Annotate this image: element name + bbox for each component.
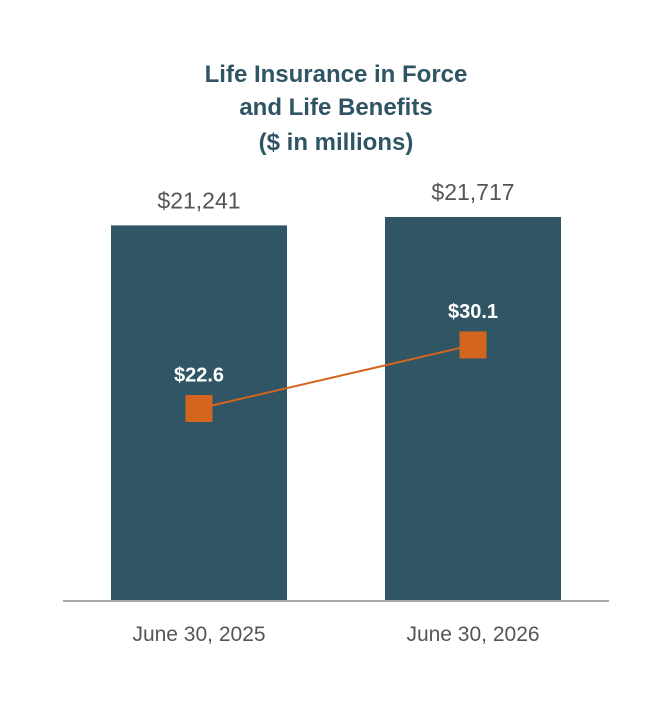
line-point-label: $22.6 (174, 365, 224, 387)
x-tick-label: June 30, 2026 (406, 623, 539, 646)
bar-labels-group: $21,241 $21,717 (157, 179, 514, 213)
x-tick-labels-group: June 30, 2025 June 30, 2026 (132, 623, 539, 646)
chart-title-line-1: Life Insurance in Force (205, 61, 468, 88)
x-tick-label: June 30, 2025 (132, 623, 265, 646)
bar-value-label: $21,241 (157, 187, 240, 213)
line-series-path (198, 343, 474, 410)
bar-value-label: $21,717 (431, 179, 514, 205)
chart-title-line-2: and Life Benefits (239, 94, 432, 121)
line-point-label: $30.1 (448, 301, 498, 323)
bars-group (111, 217, 561, 600)
line-point-marker (185, 395, 213, 422)
bar (385, 217, 561, 600)
line-series-group: $22.6 $30.1 (174, 301, 498, 422)
line-point-marker (459, 331, 487, 359)
chart-title-line-3: ($ in millions) (259, 129, 414, 156)
